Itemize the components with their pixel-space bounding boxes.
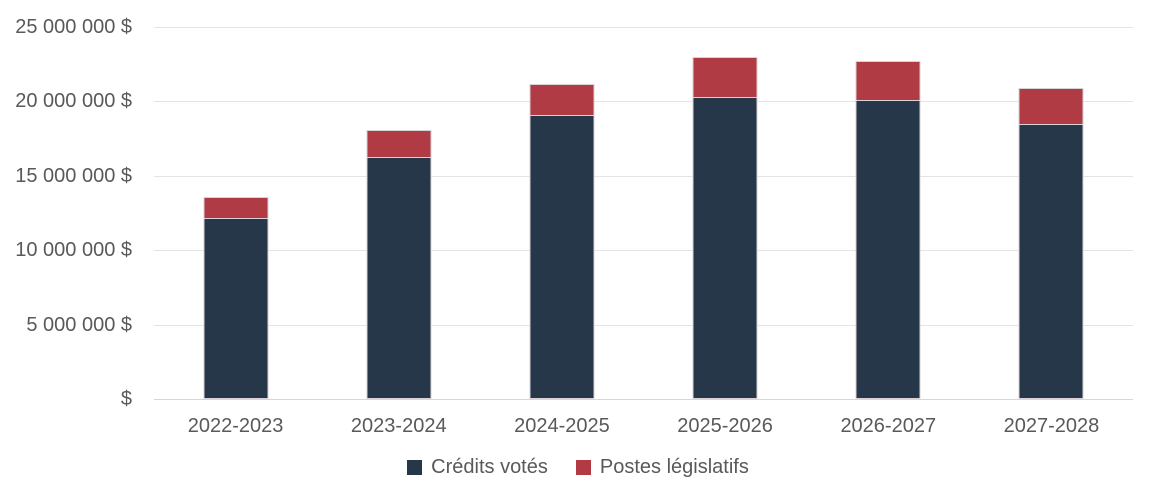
segment-postes-legislatifs bbox=[529, 83, 595, 117]
segment-credits-votes bbox=[692, 98, 758, 399]
x-axis-label-2022-2023: 2022-2023 bbox=[187, 415, 284, 437]
gridline bbox=[154, 101, 1133, 103]
x-axis: 2022-2023 2023-2024 2024-2025 2025-2026 2026… bbox=[154, 414, 1133, 438]
bar-cell bbox=[807, 27, 970, 399]
legend-swatch-postes-legislatifs bbox=[575, 459, 591, 475]
bar-cell bbox=[480, 27, 643, 399]
bar-cell bbox=[154, 27, 317, 399]
gridline bbox=[154, 27, 1133, 28]
x-axis-label-2026-2027: 2026-2027 bbox=[840, 415, 937, 437]
legend-label-postes-legislatifs: Postes législatifs bbox=[599, 456, 749, 478]
bar-2026-2027 bbox=[855, 60, 921, 399]
x-axis-label-2025-2026: 2025-2026 bbox=[677, 415, 773, 437]
bars bbox=[154, 27, 1133, 399]
y-axis-tick-label: 5 000 000 $ bbox=[26, 313, 132, 336]
x-axis-label-2023-2024: 2023-2024 bbox=[350, 415, 447, 437]
legend-item-credits-votes: Crédits votés bbox=[407, 457, 548, 477]
bar-2024-2025 bbox=[529, 83, 595, 399]
x-axis-label-2027-2028: 2027-2028 bbox=[1003, 415, 1100, 437]
y-axis-tick-label: 20 000 000 $ bbox=[15, 90, 132, 113]
plot-area bbox=[154, 27, 1133, 400]
gridline bbox=[154, 324, 1133, 326]
bar-2025-2026 bbox=[692, 56, 758, 399]
y-axis-tick-label: 25 000 000 $ bbox=[15, 16, 132, 38]
y-axis-tick-label: 15 000 000 $ bbox=[15, 164, 132, 187]
segment-credits-votes bbox=[855, 101, 921, 399]
legend-item-postes-legislatifs: Postes législatifs bbox=[575, 456, 749, 478]
bar-2023-2024 bbox=[366, 129, 432, 399]
segment-postes-legislatifs bbox=[1018, 88, 1084, 126]
gridline bbox=[154, 399, 1133, 400]
legend-swatch-credits-votes bbox=[407, 459, 423, 475]
gridlines bbox=[154, 27, 1133, 400]
bar-2022-2023 bbox=[203, 196, 269, 399]
y-axis-tick-label: 10 000 000 $ bbox=[15, 239, 132, 262]
bar-2027-2028 bbox=[1018, 88, 1084, 399]
bar-cell bbox=[970, 27, 1133, 399]
segment-postes-legislatifs bbox=[692, 56, 758, 99]
segment-credits-votes bbox=[203, 219, 269, 399]
segment-postes-legislatifs bbox=[203, 196, 269, 219]
bar-cell bbox=[317, 27, 480, 399]
gridline bbox=[154, 175, 1133, 177]
y-axis: 25 000 000 $ 20 000 000 $ 15 000 000 $ 10 0… bbox=[0, 17, 138, 409]
y-axis-tick-label: $ bbox=[120, 388, 132, 410]
segment-credits-votes bbox=[529, 116, 595, 399]
legend-label-credits-votes: Crédits votés bbox=[431, 456, 548, 478]
segment-postes-legislatifs bbox=[855, 60, 921, 102]
x-axis-label-2024-2025: 2024-2025 bbox=[514, 415, 610, 437]
segment-credits-votes bbox=[1018, 125, 1084, 399]
bar-cell bbox=[644, 27, 807, 399]
gridline bbox=[154, 250, 1133, 252]
segment-credits-votes bbox=[366, 157, 432, 399]
legend: Crédits votés Postes législatifs bbox=[0, 457, 1156, 477]
segment-postes-legislatifs bbox=[366, 129, 432, 158]
